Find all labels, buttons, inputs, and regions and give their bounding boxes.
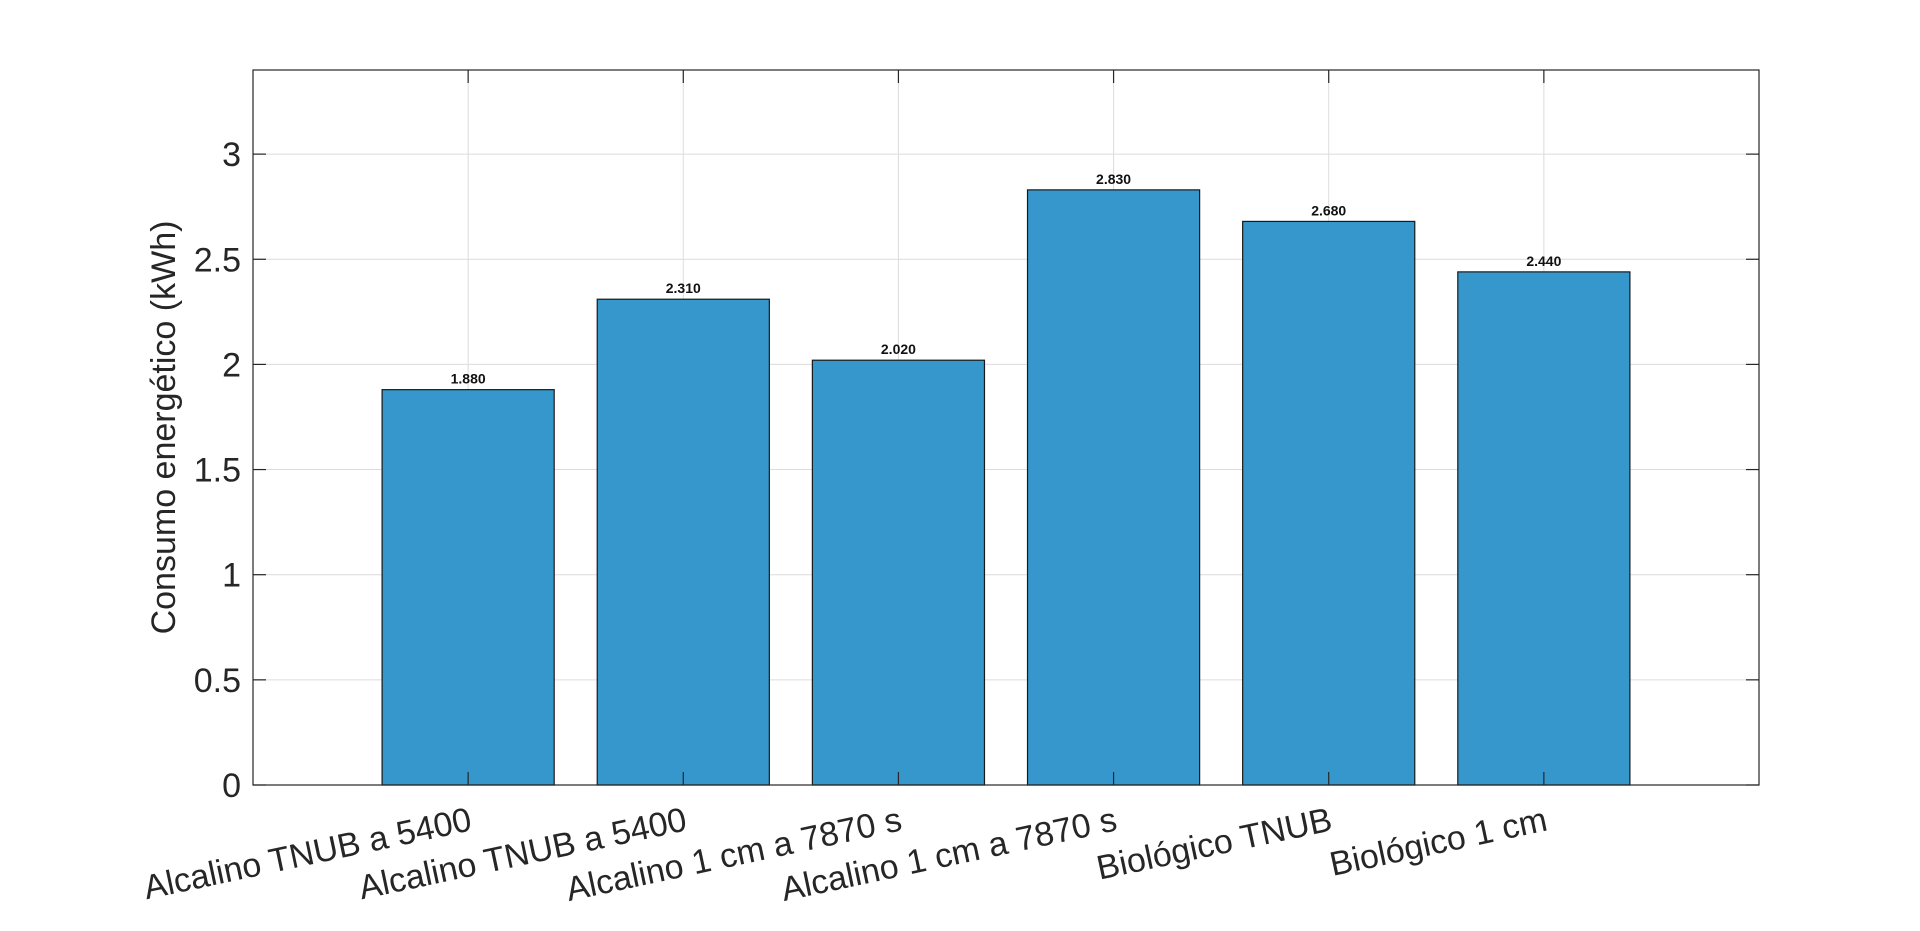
y-tick-label: 0.5: [194, 662, 241, 700]
y-tick-label: 1: [222, 557, 241, 595]
bar: [381, 389, 555, 786]
bar: [1242, 220, 1416, 786]
axes-box: [252, 69, 1760, 786]
y-tick-label: 1.5: [194, 452, 241, 490]
bar: [596, 298, 770, 786]
bars-layer: [381, 189, 1631, 786]
y-axis-label: Consumo energético (kWh): [145, 221, 183, 635]
bar: [1026, 189, 1201, 786]
bar-data-label: 2.680: [1311, 202, 1346, 218]
bar-data-label: 1.880: [451, 371, 486, 387]
y-tick-label: 3: [222, 136, 241, 174]
bar: [811, 359, 986, 786]
data-labels-layer: 1.880 2.310 2.020 2.830 2.680 2.440: [451, 171, 1562, 387]
bar-data-label: 2.830: [1096, 171, 1131, 187]
y-tick-label: 0: [222, 767, 241, 805]
bar-data-label: 2.020: [881, 341, 916, 357]
bar: [1457, 271, 1631, 786]
x-tick-label: Biológico TNUB: [1093, 801, 1335, 888]
bar-data-label: 2.440: [1526, 253, 1561, 269]
y-tick-label: 2: [222, 346, 241, 384]
y-tick-label: 2.5: [194, 241, 241, 279]
bar-data-label: 2.310: [666, 280, 701, 296]
x-tick-label: Biológico 1 cm: [1326, 801, 1550, 884]
